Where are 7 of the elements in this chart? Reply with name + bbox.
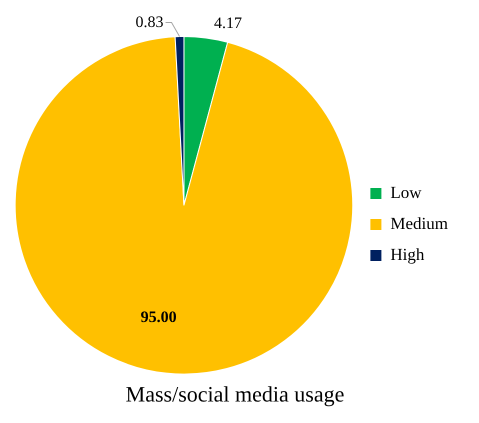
data-label: 0.83 [136,14,164,31]
text: Mass/social media usage [126,382,344,407]
legend-label: High [390,244,425,264]
data-label: 4.17 [214,15,242,32]
data-label: 95.00 [140,308,177,326]
legend-label: Low [390,182,422,202]
legend-label: Medium [390,214,448,233]
